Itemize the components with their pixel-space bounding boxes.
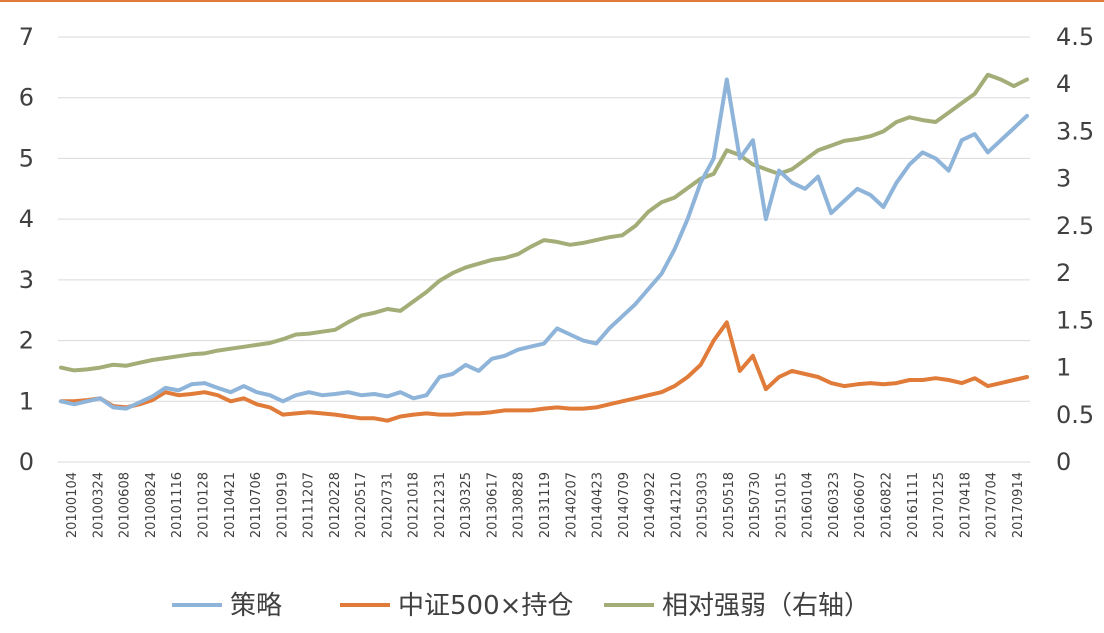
x-tick-label: 20161111 xyxy=(906,472,921,538)
right-y-tick-label: 4.5 xyxy=(1056,23,1094,51)
left-y-tick-label: 7 xyxy=(19,23,34,51)
series-lines xyxy=(59,72,1029,423)
right-y-tick-label: 2 xyxy=(1056,259,1071,287)
x-tick-label: 20110421 xyxy=(223,472,238,538)
x-tick-label: 20121231 xyxy=(433,472,448,538)
right-y-tick-label: 3 xyxy=(1056,165,1071,193)
legend-label: 中证500×持仓 xyxy=(398,591,573,621)
x-tick-label: 20121018 xyxy=(407,472,422,538)
x-tick-label: 20160822 xyxy=(880,472,895,538)
legend-label: 策略 xyxy=(230,591,282,621)
x-tick-label: 20170914 xyxy=(1011,472,1026,538)
x-tick-label: 20110919 xyxy=(275,472,290,538)
x-tick-label: 20111207 xyxy=(302,472,317,538)
x-tick-label: 20110128 xyxy=(196,472,211,538)
x-tick-label: 20130828 xyxy=(512,472,527,538)
x-tick-label: 20170704 xyxy=(985,472,1000,538)
x-tick-label: 20140207 xyxy=(564,472,579,538)
series-line-0 xyxy=(59,77,1029,411)
top-accent-rule xyxy=(0,0,1104,2)
x-tick-label: 20150730 xyxy=(748,472,763,538)
right-y-tick-label: 0 xyxy=(1056,448,1071,476)
x-tick-label: 20160104 xyxy=(801,472,816,538)
x-tick-label: 20100104 xyxy=(65,472,80,538)
right-y-tick-label: 2.5 xyxy=(1056,212,1094,240)
x-tick-label: 20151015 xyxy=(774,472,789,538)
legend-label: 相对强弱（右轴） xyxy=(662,591,870,621)
gridlines xyxy=(58,36,1030,463)
x-tick-label: 20120228 xyxy=(328,472,343,538)
x-tick-label: 20150303 xyxy=(696,472,711,538)
x-tick-label: 20140922 xyxy=(643,472,658,538)
x-tick-label: 20140709 xyxy=(617,472,632,538)
x-tick-label: 20170418 xyxy=(958,472,973,538)
x-tick-label: 20160607 xyxy=(853,472,868,538)
right-y-tick-label: 4 xyxy=(1056,70,1071,98)
x-axis: 20100104 20100324 20100608 20100824 20101116… xyxy=(65,472,1026,538)
right-y-tick-label: 1.5 xyxy=(1056,306,1094,334)
x-tick-label: 20110706 xyxy=(249,472,264,538)
right-y-tick-label: 0.5 xyxy=(1056,401,1094,429)
x-tick-label: 20100824 xyxy=(144,472,159,538)
x-tick-label: 20100324 xyxy=(91,472,106,538)
x-tick-label: 20130325 xyxy=(459,472,474,538)
x-tick-label: 20160323 xyxy=(827,472,842,538)
x-tick-label: 20120731 xyxy=(380,472,395,538)
x-tick-label: 20130617 xyxy=(485,472,500,538)
left-y-tick-label: 4 xyxy=(19,205,34,233)
right-y-axis: 0 0.5 1 1.5 2 2.5 3 3.5 4 4.5 xyxy=(1056,23,1094,476)
x-tick-label: 20101116 xyxy=(170,472,185,538)
right-y-tick-label: 3.5 xyxy=(1056,117,1094,145)
x-tick-label: 20140423 xyxy=(591,472,606,538)
series-line-1 xyxy=(59,320,1029,423)
left-y-axis: 0 1 2 3 4 5 6 7 xyxy=(19,23,34,476)
left-y-tick-label: 0 xyxy=(19,448,34,476)
x-tick-label: 20131119 xyxy=(538,472,553,538)
x-tick-label: 20150518 xyxy=(722,472,737,538)
x-tick-label: 20120517 xyxy=(354,472,369,538)
legend: 策略 中证500×持仓 相对强弱（右轴） xyxy=(172,591,870,621)
right-y-tick-label: 1 xyxy=(1056,354,1071,382)
left-y-tick-label: 5 xyxy=(19,144,34,172)
x-tick-label: 20141210 xyxy=(669,472,684,538)
x-tick-label: 20170125 xyxy=(932,472,947,538)
left-y-tick-label: 6 xyxy=(19,84,34,112)
x-tick-label: 20100608 xyxy=(118,472,133,538)
left-y-tick-label: 3 xyxy=(19,266,34,294)
series-line-2 xyxy=(59,72,1029,373)
left-y-tick-label: 2 xyxy=(19,327,34,355)
left-y-tick-label: 1 xyxy=(19,387,34,415)
